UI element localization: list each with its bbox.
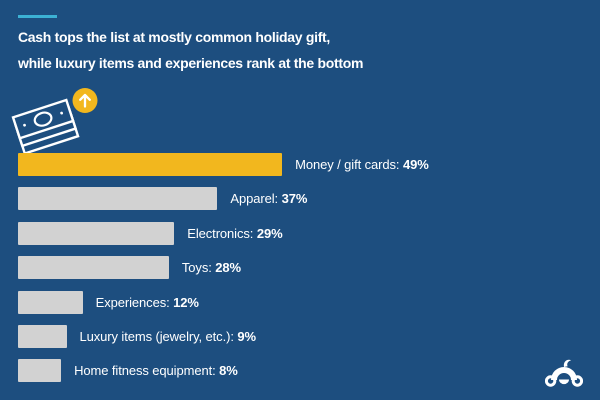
bar — [18, 324, 67, 348]
bar-category: Apparel: — [230, 191, 282, 207]
chart-title-line1: Cash tops the list at mostly common holi… — [18, 29, 331, 45]
bar-label: Experiences: 12% — [96, 295, 199, 310]
bar-value: 9% — [237, 328, 256, 344]
bar — [18, 290, 83, 314]
bar-row: Home fitness equipment: 8% — [18, 359, 588, 383]
bar-value: 8% — [219, 363, 238, 379]
money-stack-icon — [11, 88, 98, 155]
surveymonkey-logo — [545, 359, 583, 387]
bar-label: Home fitness equipment: 8% — [74, 363, 238, 378]
bar-category: Experiences: — [95, 294, 174, 310]
chart-title: Cash tops the list at mostly common holi… — [18, 24, 363, 76]
bar-category: Money / gift cards: — [295, 157, 403, 172]
bar-value: 49% — [402, 157, 429, 172]
bar — [18, 221, 175, 245]
bar-row: Experiences: 12% — [18, 290, 588, 314]
accent-dash — [18, 15, 57, 18]
chart-title-line2: while luxury items and experiences rank … — [18, 55, 364, 71]
bar-category: Toys: — [181, 260, 216, 276]
bar-label: Money / gift cards: 49% — [295, 157, 429, 172]
bar-highlight — [18, 153, 283, 176]
bar-value: 28% — [215, 260, 241, 276]
up-arrow-circle-icon — [72, 88, 98, 113]
bar-category: Home fitness equipment: — [74, 363, 220, 379]
bar-label: Luxury items (jewelry, etc.): 9% — [79, 328, 257, 344]
bar-category: Electronics: — [187, 225, 257, 241]
bar-row: Toys: 28% — [18, 256, 588, 280]
bar-value: 29% — [256, 225, 283, 241]
bar — [18, 187, 218, 211]
bar-row: Apparel: 37% — [18, 187, 588, 211]
bar-row: Electronics: 29% — [18, 221, 588, 245]
bar-row: Luxury items (jewelry, etc.): 9% — [18, 324, 588, 348]
bar-chart: Money / gift cards: 49% Apparel: 37% Elect… — [18, 153, 588, 394]
bar-value: 12% — [173, 294, 199, 310]
bar-label: Apparel: 37% — [230, 191, 307, 206]
bar-label: Toys: 28% — [182, 260, 241, 275]
bar-category: Luxury items (jewelry, etc.): — [79, 328, 238, 344]
bar — [18, 359, 62, 383]
bar-value: 37% — [281, 191, 308, 207]
bar-row: Money / gift cards: 49% — [18, 153, 588, 176]
bar — [18, 256, 169, 280]
bar-label: Electronics: 29% — [187, 226, 282, 241]
